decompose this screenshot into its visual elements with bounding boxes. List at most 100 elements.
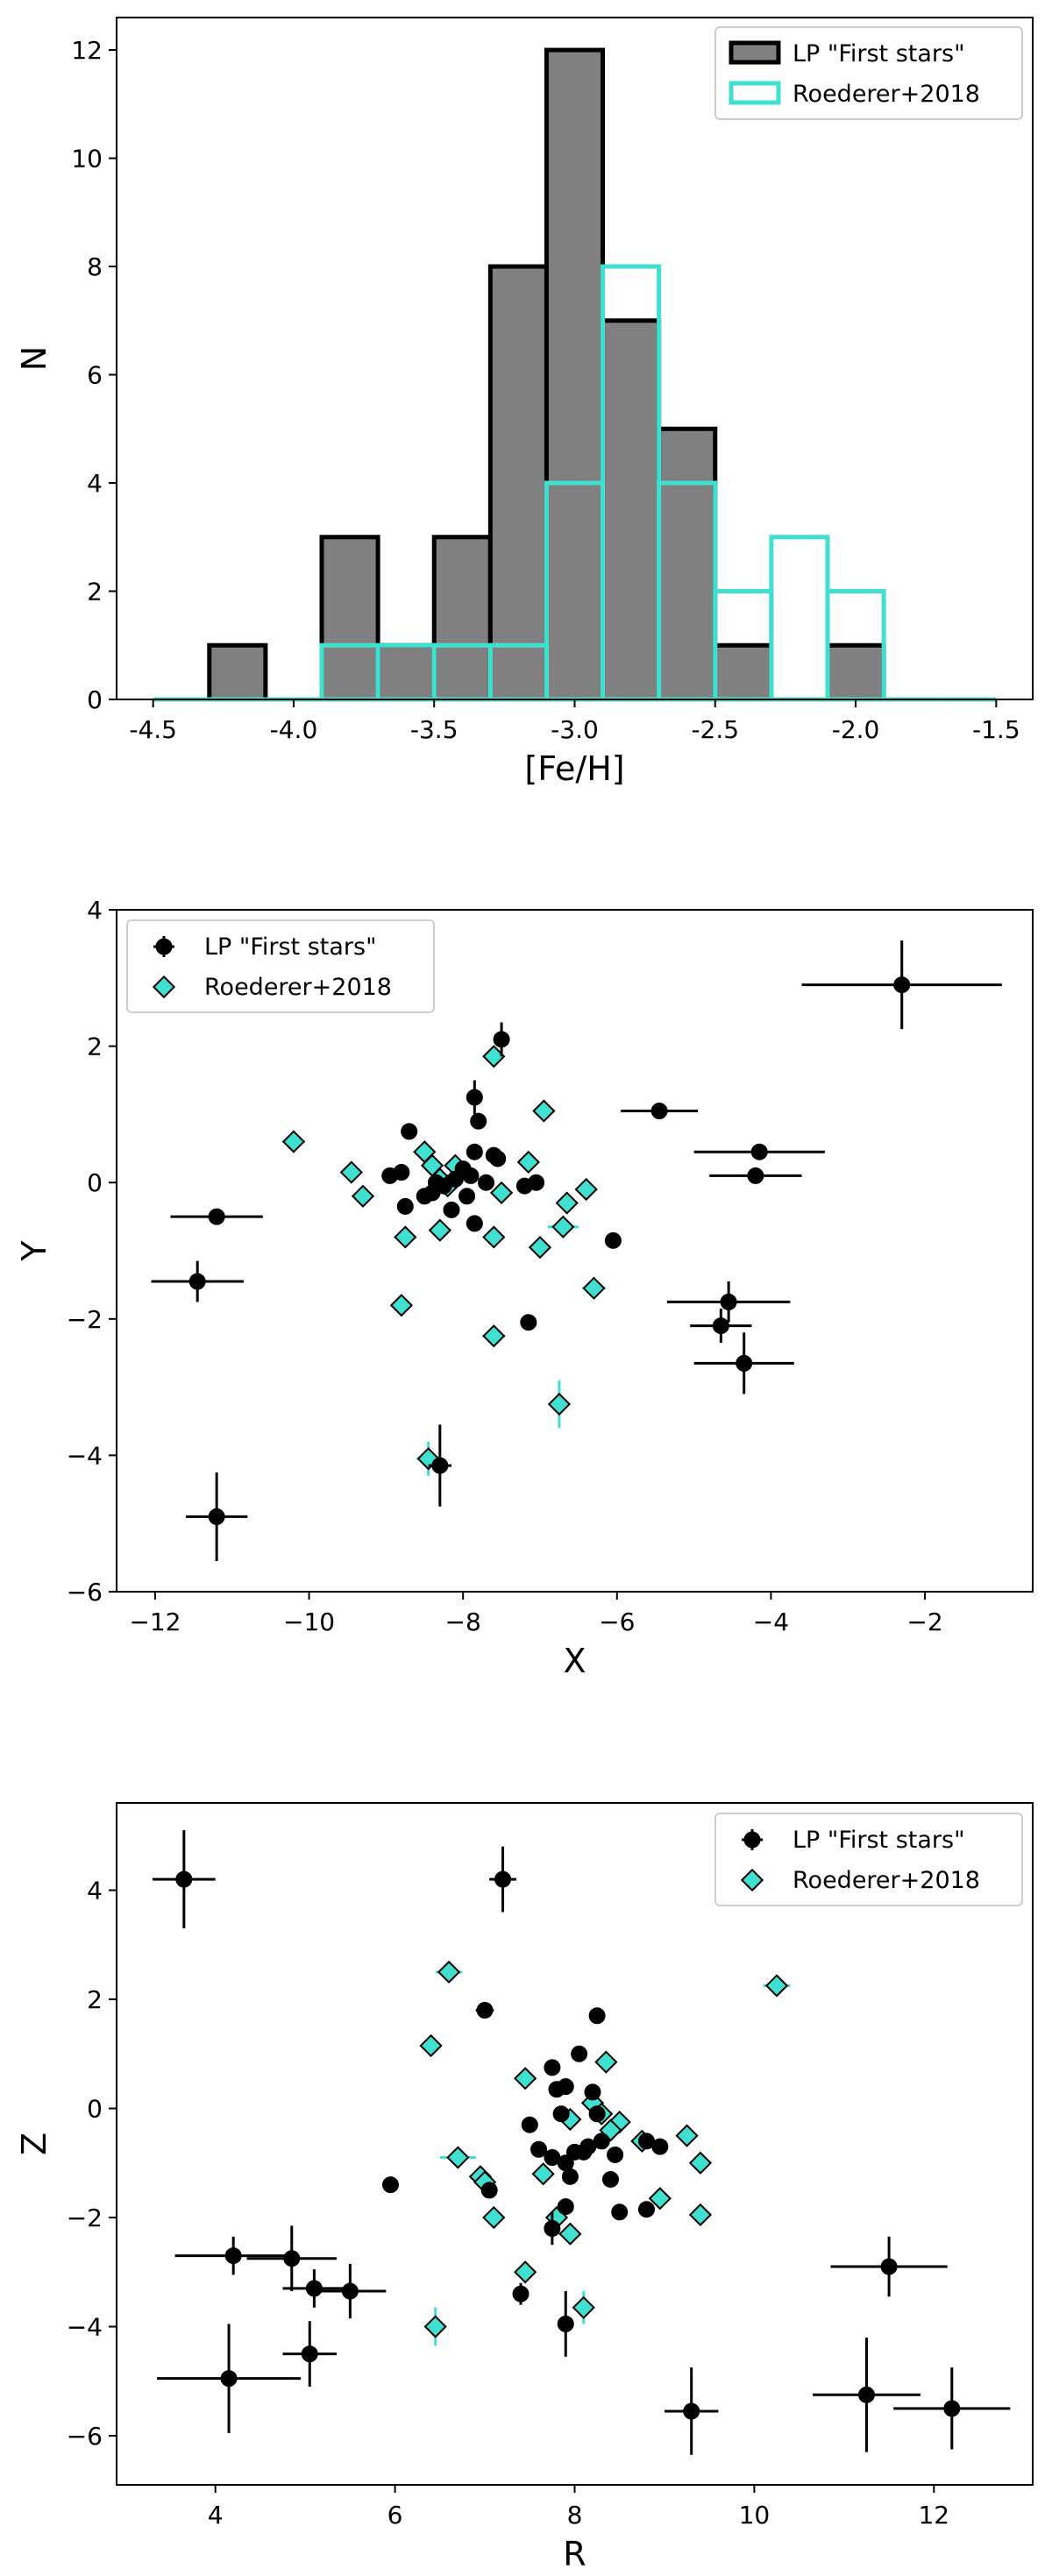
data-point-circle — [283, 2250, 301, 2267]
data-point-diamond — [599, 2118, 622, 2142]
y-axis-label: N — [15, 346, 53, 371]
histogram-bar — [207, 642, 268, 702]
data-point-diamond — [482, 1225, 506, 1249]
y-tick-label: 4 — [87, 896, 103, 925]
data-point-circle — [548, 2081, 565, 2098]
data-point-circle — [220, 2370, 238, 2388]
data-point-circle — [175, 1870, 193, 1888]
data-point-circle — [544, 2219, 561, 2237]
x-tick-label: −6 — [599, 1607, 635, 1636]
y-tick-label: 2 — [87, 1985, 103, 2014]
y-tick-label: −2 — [67, 1305, 103, 1334]
data-point-circle — [557, 2198, 574, 2216]
data-point-diamond — [764, 1974, 789, 1998]
data-point-circle — [571, 2045, 588, 2062]
data-point-diamond — [555, 1191, 579, 1215]
data-point-circle — [494, 1870, 512, 1888]
legend-label-roederer: Roederer+2018 — [793, 81, 980, 108]
y-tick-label: −4 — [67, 2313, 103, 2342]
data-point-circle — [857, 2386, 875, 2403]
x-tick-label: −4 — [753, 1607, 789, 1636]
data-point-circle — [561, 2168, 579, 2185]
histogram-bar — [319, 535, 380, 702]
y-tick-label: 0 — [87, 685, 103, 714]
x-tick-label: 12 — [918, 2501, 949, 2530]
x-tick-label: -4.5 — [129, 715, 177, 744]
data-point-circle — [651, 2138, 669, 2155]
data-point-circle — [431, 1457, 449, 1474]
data-point-circle — [427, 1174, 444, 1191]
x-tick-label: −2 — [906, 1607, 942, 1636]
y-tick-label: −6 — [67, 2422, 103, 2451]
plot-frame — [116, 909, 1034, 1593]
x-axis-label: X — [563, 1642, 586, 1680]
data-point-circle — [381, 2176, 399, 2194]
data-point-circle — [943, 2400, 961, 2417]
data-point-diamond — [582, 1276, 606, 1300]
y-tick-label: 2 — [87, 578, 103, 607]
data-point-diamond — [688, 2203, 713, 2227]
data-point-circle — [893, 976, 911, 994]
x-tick-label: -4.0 — [270, 715, 318, 744]
data-point-diamond — [572, 2296, 595, 2319]
x-tick-label: 6 — [387, 2501, 403, 2530]
histogram-bar — [544, 47, 606, 702]
data-point-diamond — [740, 1868, 764, 1892]
data-point-diamond — [675, 2124, 699, 2147]
legend-swatch-lp — [729, 40, 781, 65]
legend-box — [126, 919, 435, 1013]
data-point-circle — [588, 2105, 606, 2123]
x-tick-label: −8 — [445, 1607, 481, 1636]
data-point-diamond — [531, 2162, 555, 2186]
legend-label-roederer: Roederer+2018 — [793, 1867, 980, 1894]
data-point-circle — [396, 1197, 414, 1215]
data-point-circle — [607, 2146, 624, 2163]
data-point-diamond — [516, 1150, 540, 1174]
x-axis-label: [Fe/H] — [524, 749, 624, 788]
data-point-circle — [155, 938, 173, 955]
data-point-diamond — [351, 1184, 375, 1208]
data-point-circle — [341, 2282, 359, 2300]
data-point-diamond — [551, 1215, 575, 1238]
data-point-diamond — [648, 2187, 672, 2211]
y-tick-label: 4 — [87, 469, 103, 498]
histogram-bar — [713, 642, 774, 702]
legend-swatch-roederer — [729, 81, 781, 105]
data-point-circle — [557, 2315, 574, 2332]
data-point-diamond — [482, 2205, 506, 2230]
x-tick-label: −12 — [129, 1607, 181, 1636]
data-point-diamond — [482, 1324, 506, 1348]
legend-label-roederer: Roederer+2018 — [204, 974, 392, 1001]
data-point-circle — [466, 1089, 483, 1106]
data-point-circle — [305, 2280, 323, 2297]
y-axis-label: Y — [15, 1240, 53, 1262]
x-tick-label: 10 — [739, 2501, 771, 2530]
data-point-circle — [528, 1174, 545, 1191]
histogram-bar — [487, 264, 549, 702]
data-point-circle — [466, 1215, 483, 1232]
data-point-diamond — [489, 1181, 514, 1204]
legend-label-lp: LP "First stars" — [204, 933, 377, 961]
legend-label-lp: LP "First stars" — [793, 1827, 965, 1854]
y-tick-label: 12 — [71, 36, 103, 65]
data-point-circle — [880, 2258, 898, 2275]
data-point-circle — [611, 2203, 629, 2221]
data-point-diamond — [528, 1235, 552, 1260]
histogram-bar — [375, 642, 437, 702]
y-tick-label: 2 — [87, 1033, 103, 1061]
legend-box — [714, 1813, 1023, 1906]
data-point-circle — [736, 1354, 753, 1372]
legend: LP "First stars" Roederer+2018 — [714, 26, 1023, 120]
data-point-circle — [470, 1112, 487, 1130]
legend: LP "First stars" Roederer+2018 — [714, 1813, 1023, 1906]
data-point-diamond — [394, 1225, 417, 1249]
y-axis-label: Z — [15, 2132, 53, 2155]
data-point-diamond — [152, 975, 176, 999]
data-point-circle — [208, 1508, 225, 1525]
x-tick-label: -3.0 — [551, 715, 599, 744]
data-point-diamond — [437, 1960, 461, 1984]
data-point-circle — [637, 2201, 655, 2218]
x-tick-label: 4 — [208, 2501, 224, 2530]
data-point-circle — [401, 1123, 418, 1140]
